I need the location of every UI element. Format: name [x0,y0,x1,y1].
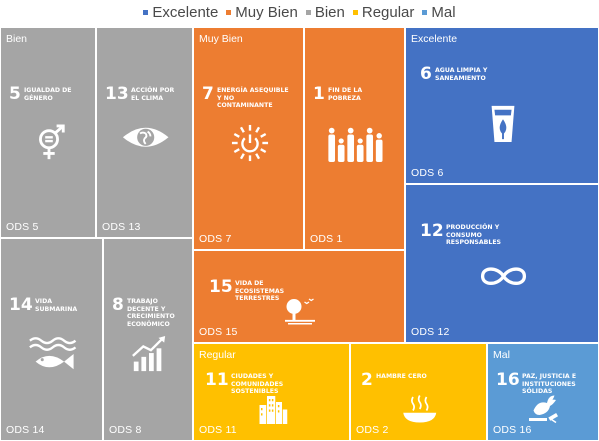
legend-item: Regular [352,3,415,21]
climate-eye-icon [121,124,170,156]
sdg-title: Fin de la pobreza [328,87,363,102]
treemap-tile: 14 Vida submarina ODS 14 [0,238,103,441]
ods-label: ODS 5 [6,221,39,233]
group-label: Excelente [411,33,458,45]
sdg-number: 5 [9,84,21,104]
ods-label: ODS 1 [310,233,343,245]
treemap-tile: 13 Acción por el clima ODS 13 [96,27,193,238]
sdg-title: Agua limpia y saneamiento [435,67,488,82]
sdg-number: 1 [313,84,325,104]
ods-label: ODS 2 [356,424,389,436]
chart-legend: Excelente Muy Bien Bien Regular Mal [0,0,599,24]
legend-swatch [422,9,428,15]
legend-swatch [305,9,311,15]
water-glass-icon [484,104,522,149]
fish-icon [28,335,77,378]
sdg-title: Hambre cero [376,373,427,380]
group-label: Bien [6,33,28,45]
treemap-tile: Muy Bien 7 Energía asequible y no contamin… [193,27,304,250]
growth-chart-icon [130,335,168,378]
legend-label: Muy Bien [235,3,298,21]
ods-label: ODS 7 [199,233,232,245]
dove-gavel-icon [526,394,562,429]
treemap-tile: Regular 11 Ciudades y comunidades sostenib… [193,343,350,441]
treemap-tile: 8 Trabajo decente y crecimiento económico… [103,238,193,441]
ods-label: ODS 8 [109,424,142,436]
sdg-title: Energía asequible y no contaminante [217,87,289,109]
treemap-tile: 15 Vida de ecosistemas terrestres ODS 15 [193,250,405,343]
gender-equality-icon [30,124,68,167]
sdg-number: 13 [105,84,129,104]
ods-label: ODS 11 [199,424,237,436]
infinity-icon [475,261,532,296]
sdg-title: Producción y consumo responsables [446,224,502,246]
legend-item: Bien [305,3,345,21]
legend-item: Muy Bien [226,4,298,21]
sdg-number: 2 [361,370,373,390]
legend-label: Regular [361,3,415,21]
food-bowl-icon [401,394,439,429]
legend-item: Excelente [143,4,218,21]
group-label: Regular [199,349,236,361]
treemap-tile: Mal 16 Paz, justicia e instituciones sólid… [487,343,599,441]
sdg-number: 6 [420,64,432,84]
group-label: Mal [493,349,510,361]
city-buildings-icon [258,393,288,430]
sdg-number: 11 [205,370,229,390]
group-label: Muy Bien [199,33,243,45]
sdg-title: Vida de ecosistemas terrestres [235,280,285,302]
sdg-number: 15 [209,277,233,297]
sdg-number: 12 [420,221,444,241]
sun-power-icon [231,124,269,167]
sdg-title: Ciudades y comunidades sostenibles [231,373,284,395]
legend-swatch [143,9,149,15]
legend-label: Mal [431,3,456,21]
treemap-tile: 12 Producción y consumo responsables ODS … [405,184,599,343]
ods-label: ODS 13 [102,221,141,233]
sdg-title: Paz, justicia e instituciones sólidas [522,373,577,395]
sdg-number: 7 [202,84,214,104]
sdg-number: 14 [9,295,33,315]
ods-label: ODS 12 [411,326,450,338]
legend-swatch [352,9,358,15]
legend-label: Excelente [152,3,219,21]
family-icon [326,124,385,167]
sdg-title: Acción por el clima [131,87,175,102]
ods-label: ODS 16 [493,424,532,436]
legend-swatch [226,9,232,15]
treemap-tile: Bien 5 Igualdad de género ODS 5 [0,27,96,238]
legend-item: Mal [422,3,456,21]
ods-label: ODS 14 [6,424,45,436]
legend-label: Bien [314,3,345,21]
treemap-tile: 1 Fin de la pobreza ODS 1 [304,27,405,250]
sdg-title: Igualdad de género [24,87,72,102]
sdg-number: 16 [496,370,520,390]
ods-label: ODS 15 [199,326,238,338]
treemap-tile: 2 Hambre cero ODS 2 [350,343,487,441]
sdg-title: Vida submarina [35,298,78,313]
ods-label: ODS 6 [411,167,444,179]
sdg-number: 8 [112,295,124,315]
treemap-tile: Excelente 6 Agua limpia y saneamiento ODS … [405,27,599,184]
tree-birds-icon [282,296,318,331]
sdg-title: Trabajo decente y crecimiento económico [127,298,175,328]
treemap-chart: Bien 5 Igualdad de género ODS 5 13 Acción po… [0,24,599,441]
